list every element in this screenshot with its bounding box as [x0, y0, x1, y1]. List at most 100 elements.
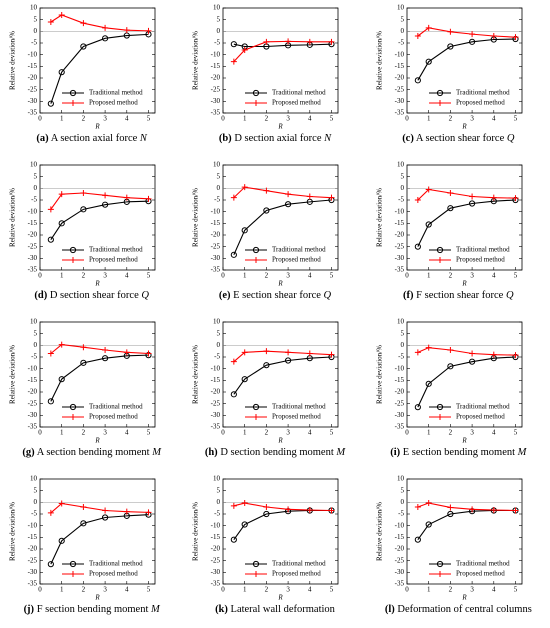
x-tick-label: 5: [147, 115, 151, 123]
caption-symbol: Q: [505, 290, 514, 301]
y-tick-label: 5: [34, 172, 38, 180]
x-axis-label: R: [461, 280, 467, 288]
x-tick-label: 0: [38, 586, 42, 594]
y-tick-label: -5: [398, 196, 404, 204]
chart: -35 -30 -25 -20 -15 -10 -5 0 5 10 0 1 2 3 4 5 R Relative …: [9, 161, 156, 288]
y-axis-label: Relative deviation/%: [192, 345, 200, 404]
chart-panel: -35 -30 -25 -20 -15 -10 -5 0 5 10 0 1 2 3 4 5 R Relative …: [0, 471, 183, 628]
marker: [47, 398, 54, 405]
x-tick-label: 4: [492, 272, 496, 280]
y-tick-label: -10: [394, 521, 404, 529]
x-tick-label: 2: [448, 429, 452, 437]
caption-text: D section shear force: [49, 290, 139, 301]
series-line: [50, 33, 149, 104]
y-tick-label: -10: [211, 50, 221, 58]
y-tick-label: 5: [400, 172, 404, 180]
y-tick-label: -15: [394, 219, 404, 227]
x-tick-label: 5: [513, 429, 517, 437]
caption: (i) E section bending moment M: [367, 447, 550, 458]
marker: [414, 33, 421, 39]
caption-label: (b): [218, 133, 232, 144]
x-tick-label: 2: [448, 272, 452, 280]
y-tick-label: 10: [30, 4, 38, 12]
x-tick-label: 5: [330, 115, 334, 123]
legend-label: Proposed method: [89, 413, 138, 421]
marker: [447, 28, 454, 35]
marker: [80, 504, 87, 510]
marker: [102, 507, 109, 514]
x-tick-label: 4: [125, 429, 129, 437]
legend-label: Proposed method: [272, 99, 321, 107]
x-tick-label: 4: [125, 115, 129, 123]
x-tick-label: 1: [243, 429, 247, 437]
y-tick-label: 0: [34, 184, 38, 192]
marker: [123, 349, 130, 356]
y-tick-label: 10: [397, 318, 405, 326]
marker: [468, 350, 475, 357]
marker: [231, 194, 238, 201]
y-tick-label: -25: [28, 399, 38, 407]
marker: [47, 206, 54, 213]
y-tick-label: -35: [28, 423, 38, 431]
legend-label: Proposed method: [456, 413, 505, 421]
marker: [253, 246, 260, 254]
y-tick-label: 10: [30, 318, 38, 326]
caption-symbol: N: [324, 133, 332, 144]
marker: [80, 359, 87, 366]
y-tick-label: -5: [398, 353, 404, 361]
x-tick-label: 0: [38, 272, 42, 280]
marker: [231, 358, 238, 365]
y-tick-label: 10: [397, 475, 405, 483]
x-tick-label: 0: [222, 272, 226, 280]
marker: [80, 20, 87, 27]
series-line: [233, 509, 332, 540]
caption-text: Lateral wall deformation: [230, 604, 335, 615]
caption-symbol: M: [517, 447, 527, 458]
y-tick-label: -25: [211, 556, 221, 564]
y-tick-label: -25: [394, 556, 404, 564]
legend-label: Traditional method: [89, 403, 143, 411]
x-tick-label: 2: [265, 272, 269, 280]
y-tick-label: -15: [211, 376, 221, 384]
marker: [253, 560, 260, 568]
marker: [414, 404, 421, 411]
marker: [231, 58, 238, 65]
marker: [145, 509, 152, 516]
legend-label: Proposed method: [456, 256, 505, 264]
plot-frame: [406, 478, 523, 585]
y-tick-label: -35: [28, 580, 38, 588]
y-tick-label: 5: [400, 15, 404, 23]
marker: [446, 363, 454, 370]
x-tick-label: 3: [103, 429, 107, 437]
caption: (k) Lateral wall deformation: [183, 604, 366, 615]
marker: [468, 31, 475, 38]
x-axis-label: R: [278, 437, 284, 445]
marker: [231, 536, 238, 543]
marker: [241, 227, 249, 234]
series-line: [417, 188, 516, 201]
chart-panel: -35 -30 -25 -20 -15 -10 -5 0 5 10 0 1 2 3 4 5 R Relative …: [367, 314, 550, 471]
marker: [425, 221, 432, 228]
x-tick-label: 1: [60, 272, 64, 280]
marker: [307, 507, 314, 514]
chart: -35 -30 -25 -20 -15 -10 -5 0 5 10 0 1 2 3 4 5 R Relative …: [9, 318, 156, 445]
x-axis-label: R: [278, 594, 284, 602]
legend-label: Proposed method: [272, 256, 321, 264]
legend-label: Proposed method: [456, 570, 505, 578]
marker: [70, 414, 76, 420]
plot-frame: [39, 164, 156, 271]
marker: [436, 246, 443, 254]
x-tick-label: 5: [513, 586, 517, 594]
y-tick-label: -30: [28, 254, 38, 262]
y-tick-label: -10: [28, 521, 38, 529]
caption: (b) D section axial force N: [183, 133, 366, 144]
y-axis-label: Relative deviation/%: [375, 502, 383, 561]
y-tick-label: -20: [28, 388, 38, 396]
series-line: [417, 347, 516, 356]
x-tick-label: 4: [492, 586, 496, 594]
y-tick-label: -30: [28, 97, 38, 105]
chart-panel: -35 -30 -25 -20 -15 -10 -5 0 5 10 0 1 2 3 4 5 R Relative …: [367, 0, 550, 157]
x-tick-label: 1: [243, 115, 247, 123]
y-axis-label: Relative deviation/%: [9, 345, 17, 404]
